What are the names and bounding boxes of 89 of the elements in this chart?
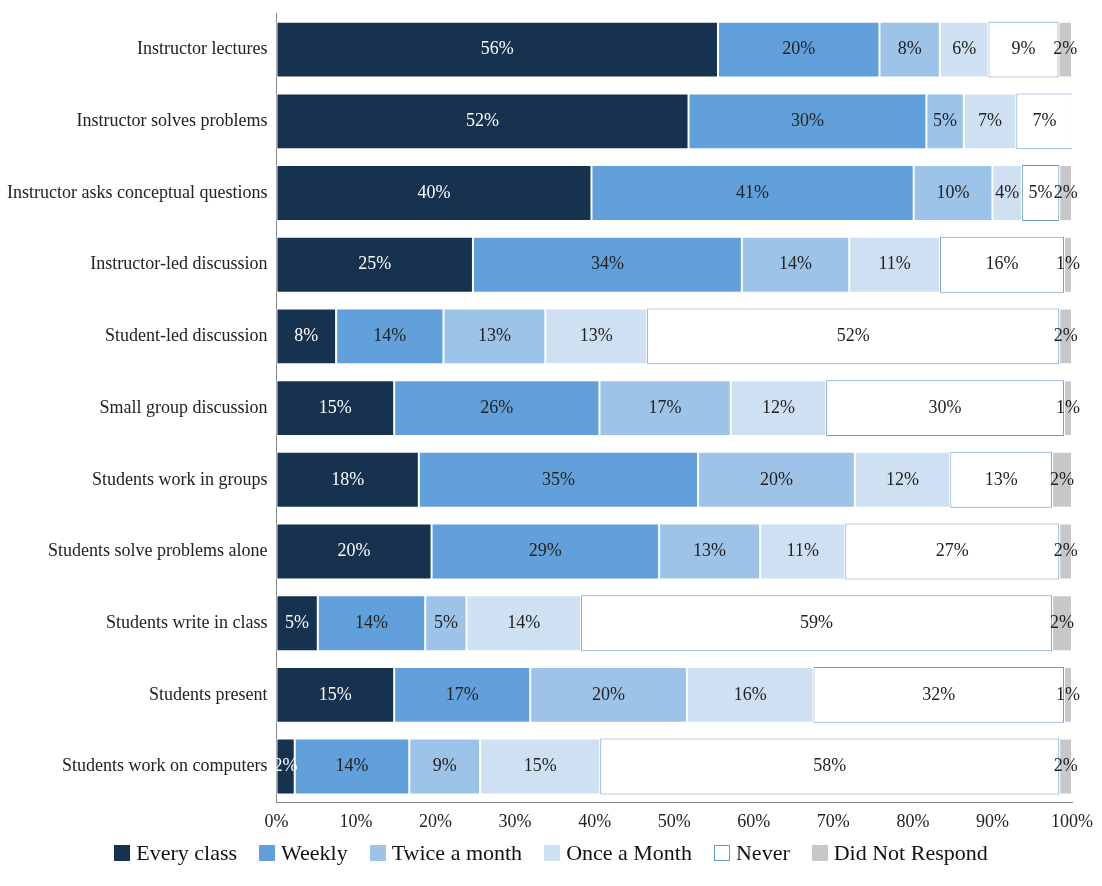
- data-label: 20%: [782, 38, 816, 59]
- data-label: 20%: [759, 468, 793, 489]
- data-label: 2%: [1050, 611, 1075, 632]
- y-tick-label: Instructor solves problems: [76, 110, 268, 131]
- data-label: 30%: [928, 396, 962, 417]
- legend-label: Did Not Respond: [833, 840, 988, 866]
- data-label: 41%: [736, 181, 770, 202]
- data-label: 7%: [978, 110, 1003, 131]
- data-label: 5%: [1028, 181, 1053, 202]
- data-label: 29%: [528, 540, 562, 561]
- data-label: 35%: [541, 468, 575, 489]
- data-label: 40%: [417, 181, 451, 202]
- data-label: 17%: [648, 396, 682, 417]
- data-label: 15%: [523, 755, 557, 776]
- data-label: 26%: [480, 396, 514, 417]
- y-tick-label: Small group discussion: [99, 396, 268, 417]
- data-label: 9%: [432, 755, 457, 776]
- legend-label: Every class: [136, 840, 238, 866]
- x-tick-label: 90%: [975, 810, 1009, 831]
- y-tick-label: Student-led discussion: [104, 325, 268, 346]
- data-label: 11%: [786, 540, 819, 561]
- y-tick-label: Instructor asks conceptual questions: [7, 181, 268, 202]
- data-label: 59%: [800, 611, 834, 632]
- text: Never: [735, 840, 790, 866]
- data-label: 27%: [935, 540, 969, 561]
- data-label: 9%: [1011, 38, 1036, 59]
- y-tick-label: Students solve problems alone: [47, 540, 268, 561]
- data-label: 2%: [1053, 325, 1078, 346]
- data-label: 18%: [331, 468, 365, 489]
- data-label: 13%: [693, 540, 727, 561]
- x-tick-label: 70%: [816, 810, 850, 831]
- data-label: 14%: [335, 755, 369, 776]
- y-tick-label: Students present: [148, 683, 268, 704]
- y-tick-label: Students work in groups: [91, 468, 268, 489]
- data-label: 2%: [1053, 38, 1078, 59]
- data-label: 2%: [1053, 755, 1078, 776]
- data-label: 15%: [318, 396, 352, 417]
- data-label: 2%: [1053, 540, 1078, 561]
- x-tick-label: 0%: [264, 810, 289, 831]
- data-label: 2%: [1050, 468, 1075, 489]
- data-label: 13%: [477, 325, 511, 346]
- data-label: 13%: [579, 325, 613, 346]
- data-label: 32%: [922, 683, 956, 704]
- x-tick-label: 10%: [339, 810, 373, 831]
- data-label: 13%: [984, 468, 1018, 489]
- data-label: 5%: [433, 611, 458, 632]
- data-label: 14%: [779, 253, 813, 274]
- data-label: 34%: [590, 253, 624, 274]
- x-tick-label: 20%: [419, 810, 453, 831]
- data-label: 11%: [878, 253, 911, 274]
- x-tick-label: 100%: [1051, 810, 1093, 831]
- data-label: 30%: [790, 110, 824, 131]
- x-tick-label: 50%: [657, 810, 691, 831]
- data-label: 17%: [445, 683, 479, 704]
- data-label: 20%: [592, 683, 626, 704]
- legend-label: Once a Month: [566, 840, 692, 866]
- y-tick-label: Instructor lectures: [136, 38, 268, 59]
- y-tick-label: Students write in class: [105, 611, 268, 632]
- data-label: 8%: [294, 325, 319, 346]
- data-label: 10%: [936, 181, 970, 202]
- legend-label: Weekly: [281, 840, 348, 866]
- data-label: 58%: [813, 755, 847, 776]
- data-label: 7%: [1032, 110, 1057, 131]
- data-label: 12%: [761, 396, 795, 417]
- data-label: 25%: [358, 253, 392, 274]
- data-label: 20%: [337, 540, 371, 561]
- legend-label: Twice a month: [391, 840, 523, 866]
- x-tick-label: 40%: [578, 810, 612, 831]
- x-tick-label: 80%: [896, 810, 930, 831]
- data-label: 14%: [373, 325, 407, 346]
- data-label: 15%: [318, 683, 352, 704]
- data-label: 8%: [897, 38, 922, 59]
- data-label: 16%: [733, 683, 767, 704]
- data-label: 52%: [465, 110, 499, 131]
- data-label: 16%: [985, 253, 1019, 274]
- data-label: 4%: [995, 181, 1020, 202]
- data-label: 5%: [933, 110, 958, 131]
- data-label: 2%: [1053, 181, 1078, 202]
- data-label: 6%: [952, 38, 977, 59]
- x-tick-label: 60%: [737, 810, 771, 831]
- y-tick-label: Students work on computers: [61, 755, 268, 776]
- data-label: 14%: [507, 611, 541, 632]
- data-label: 52%: [836, 325, 870, 346]
- data-label: 5%: [285, 611, 310, 632]
- y-tick-label: Instructor-led discussion: [90, 253, 268, 274]
- data-label: 14%: [355, 611, 389, 632]
- x-tick-label: 30%: [498, 810, 532, 831]
- data-label: 56%: [480, 38, 514, 59]
- data-label: 12%: [886, 468, 920, 489]
